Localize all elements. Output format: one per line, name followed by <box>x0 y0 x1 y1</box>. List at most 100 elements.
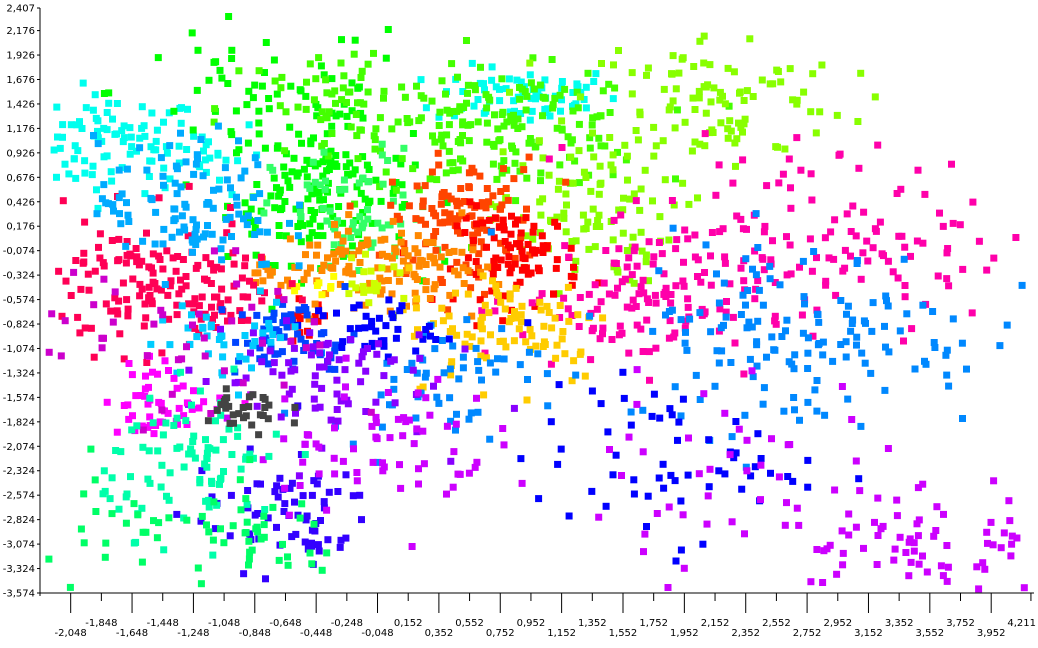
data-point <box>800 293 808 301</box>
y-tick-label: 2,407 <box>6 4 35 15</box>
data-point <box>360 219 368 227</box>
data-point <box>1008 540 1016 548</box>
data-point <box>537 169 545 177</box>
data-point <box>331 470 339 478</box>
data-point <box>349 440 357 448</box>
data-point <box>207 280 215 287</box>
data-point <box>299 458 307 466</box>
x-tick-label: -0,448 <box>300 628 332 639</box>
data-point <box>334 488 342 495</box>
data-point <box>224 80 232 87</box>
data-point <box>249 94 257 102</box>
data-point <box>309 343 317 351</box>
data-point <box>235 391 242 399</box>
data-point <box>108 237 116 244</box>
data-point <box>294 169 302 177</box>
data-point <box>297 87 305 95</box>
data-point <box>713 270 720 278</box>
data-point <box>632 303 640 310</box>
data-point <box>637 325 645 333</box>
data-point <box>193 86 201 94</box>
data-point <box>576 294 584 301</box>
data-point <box>188 449 196 457</box>
data-point <box>437 275 445 283</box>
data-point <box>326 160 334 168</box>
data-point <box>317 517 324 524</box>
data-point <box>501 305 509 313</box>
data-point <box>432 336 440 343</box>
data-point <box>536 298 544 306</box>
data-point <box>500 441 508 449</box>
data-point <box>61 160 69 168</box>
data-point <box>197 315 205 323</box>
data-point <box>384 277 392 284</box>
data-point <box>190 170 198 178</box>
data-point <box>435 113 443 121</box>
data-point <box>838 383 846 390</box>
data-point <box>537 177 544 185</box>
data-point <box>645 348 653 356</box>
data-point <box>342 471 350 479</box>
data-point <box>324 536 332 544</box>
data-point <box>153 534 161 542</box>
data-point <box>291 287 299 295</box>
data-point <box>373 435 381 443</box>
data-point <box>372 398 380 406</box>
data-point <box>285 390 293 398</box>
data-point <box>582 225 590 232</box>
data-point <box>160 181 167 189</box>
data-point <box>303 78 310 86</box>
data-point <box>541 76 549 84</box>
data-point <box>949 315 957 323</box>
data-point <box>398 83 406 91</box>
data-point <box>426 175 434 183</box>
data-point <box>233 193 240 201</box>
data-point <box>438 131 446 139</box>
data-point <box>248 303 256 311</box>
data-point <box>486 359 494 367</box>
data-point <box>885 348 893 356</box>
data-point <box>807 578 815 586</box>
data-point <box>202 254 210 262</box>
data-point <box>291 366 299 374</box>
data-point <box>746 355 754 363</box>
data-point <box>228 191 236 199</box>
data-point <box>443 131 451 139</box>
data-point <box>388 125 396 133</box>
data-point <box>791 406 798 414</box>
data-point <box>320 329 328 337</box>
data-point <box>323 217 331 225</box>
data-point <box>382 322 390 330</box>
data-point <box>545 171 553 179</box>
data-point <box>454 470 462 478</box>
y-tick-label: -1,324 <box>3 368 35 379</box>
data-point <box>366 286 374 294</box>
data-point <box>378 264 386 272</box>
data-point <box>507 113 515 121</box>
data-point <box>302 306 310 313</box>
data-point <box>212 446 220 454</box>
data-point <box>474 264 482 272</box>
data-point <box>681 226 689 234</box>
data-point <box>208 230 216 238</box>
data-point <box>178 104 185 112</box>
data-point <box>387 357 395 365</box>
data-point <box>280 163 288 171</box>
data-point <box>519 254 527 262</box>
data-point <box>340 176 348 184</box>
data-point <box>396 307 404 315</box>
data-point <box>949 219 957 227</box>
data-point <box>368 323 376 331</box>
data-point <box>453 197 460 205</box>
data-point <box>987 518 995 526</box>
data-point <box>474 358 482 366</box>
data-point <box>800 88 808 96</box>
data-point <box>209 204 217 212</box>
data-point <box>269 503 277 511</box>
data-point <box>261 506 269 513</box>
data-point <box>567 139 575 147</box>
data-point <box>748 367 756 375</box>
data-point <box>147 340 155 348</box>
data-point <box>943 275 951 283</box>
data-point <box>139 528 147 536</box>
